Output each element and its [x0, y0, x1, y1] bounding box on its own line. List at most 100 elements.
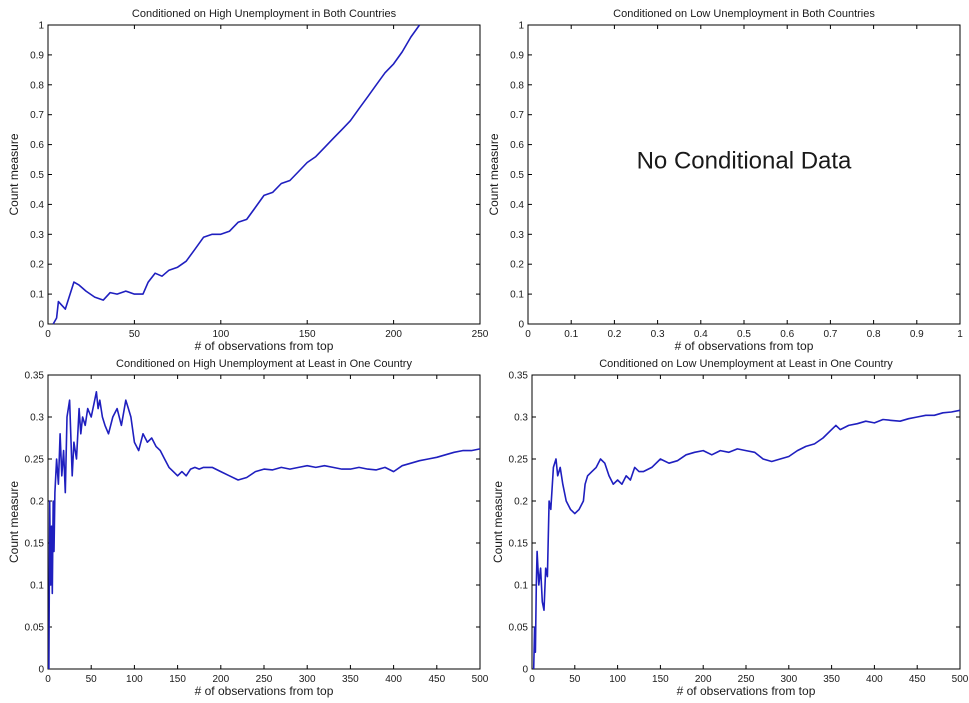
x-tick-label: 200 — [212, 674, 229, 685]
series-line-1 — [52, 24, 421, 325]
x-axis-label: # of observations from top — [675, 339, 814, 353]
series-line-1 — [48, 390, 481, 670]
y-tick-label: 0.4 — [30, 200, 44, 211]
y-tick-label: 0.25 — [509, 455, 529, 466]
y-tick-label: 0.35 — [25, 371, 45, 382]
chart-title: Conditioned on Low Unemployment in Both … — [613, 8, 875, 20]
y-tick-label: 0.1 — [30, 290, 44, 301]
x-tick-label: 0 — [529, 674, 535, 685]
x-tick-label: 200 — [385, 329, 402, 340]
chart-panel-3: Conditioned on High Unemployment at Leas… — [7, 358, 489, 698]
x-tick-label: 100 — [609, 674, 626, 685]
plot-frame — [47, 374, 481, 670]
x-tick-label: 0 — [45, 674, 51, 685]
y-tick-label: 0.9 — [30, 50, 44, 61]
x-tick-label: 400 — [866, 674, 883, 685]
y-axis-label: Count measure — [491, 481, 505, 563]
y-tick-label: 0 — [518, 320, 524, 331]
x-tick-label: 50 — [86, 674, 98, 685]
x-tick-label: 300 — [299, 674, 316, 685]
x-tick-label: 150 — [299, 329, 316, 340]
x-tick-label: 0.4 — [694, 329, 708, 340]
x-tick-label: 100 — [126, 674, 143, 685]
y-tick-label: 0.15 — [509, 539, 529, 550]
y-tick-label: 0.7 — [30, 110, 44, 121]
y-tick-label: 0.1 — [30, 581, 44, 592]
chart-title: Conditioned on Low Unemployment at Least… — [599, 358, 893, 370]
plot-frame — [47, 24, 481, 325]
y-tick-label: 0.1 — [510, 290, 524, 301]
x-tick-label: 350 — [342, 674, 359, 685]
x-tick-label: 0 — [45, 329, 51, 340]
y-tick-label: 0.3 — [510, 230, 524, 241]
y-tick-label: 0.3 — [30, 413, 44, 424]
x-tick-label: 50 — [129, 329, 141, 340]
y-tick-label: 0.5 — [510, 170, 524, 181]
x-tick-label: 250 — [738, 674, 755, 685]
y-tick-label: 0.1 — [514, 581, 528, 592]
y-tick-label: 1 — [38, 21, 44, 32]
x-tick-label: 0.8 — [867, 329, 881, 340]
y-tick-label: 0.6 — [510, 140, 524, 151]
y-tick-label: 0.05 — [509, 623, 529, 634]
y-tick-label: 0 — [38, 320, 44, 331]
chart-panel-1: Conditioned on High Unemployment in Both… — [7, 8, 489, 353]
series-line-1 — [532, 409, 961, 670]
y-tick-label: 0.2 — [30, 260, 44, 271]
x-tick-label: 200 — [695, 674, 712, 685]
y-tick-label: 0 — [522, 665, 528, 676]
x-tick-label: 450 — [909, 674, 926, 685]
plot-frame — [531, 374, 961, 670]
chart-panel-2: Conditioned on Low Unemployment in Both … — [487, 8, 963, 353]
y-tick-label: 1 — [518, 21, 524, 32]
x-tick-label: 150 — [169, 674, 186, 685]
x-tick-label: 300 — [780, 674, 797, 685]
x-axis-label: # of observations from top — [195, 339, 334, 353]
x-tick-label: 450 — [428, 674, 445, 685]
y-tick-label: 0.4 — [510, 200, 524, 211]
y-tick-label: 0.3 — [514, 413, 528, 424]
y-tick-label: 0.2 — [514, 497, 528, 508]
x-tick-label: 150 — [652, 674, 669, 685]
y-tick-label: 0.8 — [510, 80, 524, 91]
y-tick-label: 0.25 — [25, 455, 45, 466]
y-tick-label: 0.05 — [25, 623, 45, 634]
y-tick-label: 0.8 — [30, 80, 44, 91]
x-tick-label: 100 — [212, 329, 229, 340]
x-axis-label: # of observations from top — [677, 684, 816, 698]
y-tick-label: 0.2 — [30, 497, 44, 508]
x-tick-label: 1 — [957, 329, 963, 340]
y-tick-label: 0.7 — [510, 110, 524, 121]
y-axis-label: Count measure — [7, 481, 21, 563]
x-tick-label: 0.1 — [564, 329, 578, 340]
y-tick-label: 0.3 — [30, 230, 44, 241]
y-tick-label: 0 — [38, 665, 44, 676]
x-tick-label: 250 — [256, 674, 273, 685]
y-tick-label: 0.5 — [30, 170, 44, 181]
y-tick-label: 0.15 — [25, 539, 45, 550]
chart-title: Conditioned on High Unemployment at Leas… — [116, 358, 412, 370]
y-axis-label: Count measure — [487, 133, 501, 215]
chart-title: Conditioned on High Unemployment in Both… — [132, 8, 397, 20]
y-tick-label: 0.9 — [510, 50, 524, 61]
chart-panel-4: Conditioned on Low Unemployment at Least… — [491, 358, 969, 698]
x-tick-label: 0.6 — [780, 329, 794, 340]
x-tick-label: 0.9 — [910, 329, 924, 340]
y-tick-label: 0.35 — [509, 371, 529, 382]
x-tick-label: 0.2 — [607, 329, 621, 340]
y-tick-label: 0.2 — [510, 260, 524, 271]
y-tick-label: 0.6 — [30, 140, 44, 151]
x-tick-label: 0.7 — [823, 329, 837, 340]
x-tick-label: 50 — [569, 674, 581, 685]
x-tick-label: 0.5 — [737, 329, 751, 340]
x-tick-label: 500 — [472, 674, 489, 685]
y-axis-label: Count measure — [7, 133, 21, 215]
x-tick-label: 350 — [823, 674, 840, 685]
x-axis-label: # of observations from top — [195, 684, 334, 698]
x-tick-label: 250 — [472, 329, 489, 340]
x-tick-label: 0 — [525, 329, 531, 340]
no-data-annotation: No Conditional Data — [637, 148, 852, 175]
x-tick-label: 400 — [385, 674, 402, 685]
x-tick-label: 0.3 — [651, 329, 665, 340]
